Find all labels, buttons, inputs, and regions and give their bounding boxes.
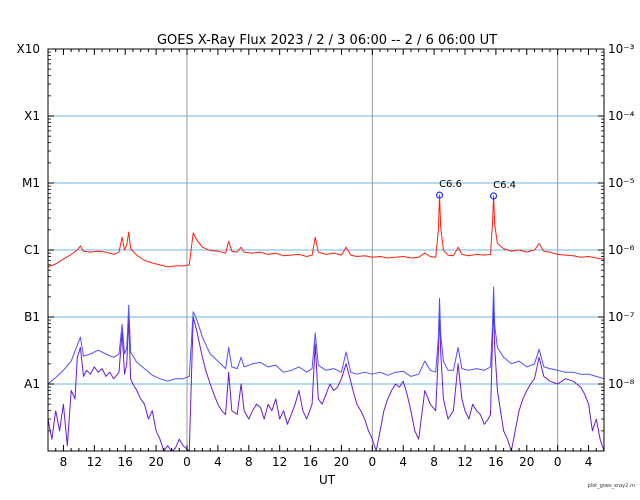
x-tick-label: 20 — [519, 455, 534, 469]
series-layer — [47, 194, 605, 452]
x-tick-label: 16 — [118, 455, 133, 469]
y-right-label: 10⁻⁸ — [608, 377, 635, 391]
y-left-label: X1 — [24, 109, 40, 123]
y-left-label: B1 — [24, 310, 40, 324]
x-tick-label: 0 — [369, 455, 377, 469]
y-right-label: 10⁻³ — [608, 42, 635, 56]
x-tick-label: 0 — [183, 455, 191, 469]
series-line-short-secondary — [47, 302, 605, 452]
y-right-label: 10⁻⁵ — [608, 176, 635, 190]
x-tick-label: 4 — [585, 455, 593, 469]
flare-marker — [489, 192, 498, 200]
x-tick-label: 8 — [245, 455, 253, 469]
annotation-layer: C6.6 C6.4 — [435, 179, 516, 200]
x-tick-label: 12 — [457, 455, 472, 469]
tick-layer — [47, 48, 605, 451]
x-tick-label: 4 — [399, 455, 407, 469]
credit-text: plot_goes_xray2.rn — [588, 483, 635, 489]
x-tick-label: 8 — [60, 455, 68, 469]
x-tick-label: 8 — [430, 455, 438, 469]
y-right-label: 10⁻⁴ — [608, 109, 635, 123]
y-right-label: 10⁻⁶ — [608, 243, 635, 257]
x-tick-label: 12 — [272, 455, 287, 469]
flare-label: C6.6 — [439, 179, 462, 190]
y-left-label: A1 — [24, 377, 40, 391]
x-tick-label: 16 — [488, 455, 503, 469]
chart-title: GOES X-Ray Flux 2023 / 2 / 3 06:00 -- 2 … — [157, 33, 497, 48]
flare-label: C6.4 — [493, 180, 516, 191]
y-right-label: 10⁻⁷ — [608, 310, 635, 324]
x-tick-label: 16 — [303, 455, 318, 469]
y-left-label: C1 — [24, 243, 40, 257]
x-tick-label: 20 — [334, 455, 349, 469]
series-line-long — [47, 194, 605, 268]
y-left-label: X10 — [17, 42, 41, 56]
x-tick-label: 12 — [87, 455, 102, 469]
x-axis-label: UT — [319, 473, 336, 487]
axis-label-layer: 8 12 16 20 0 4 8 12 16 20 0 4 8 12 16 20 0 4 X10 X1 M1 C1 B1 A1… — [17, 42, 635, 469]
x-tick-label: 20 — [148, 455, 163, 469]
y-left-label: M1 — [22, 176, 40, 190]
series-line-short — [47, 286, 605, 385]
x-tick-label: 0 — [554, 455, 562, 469]
flare-marker — [435, 191, 444, 199]
x-tick-label: 4 — [214, 455, 222, 469]
